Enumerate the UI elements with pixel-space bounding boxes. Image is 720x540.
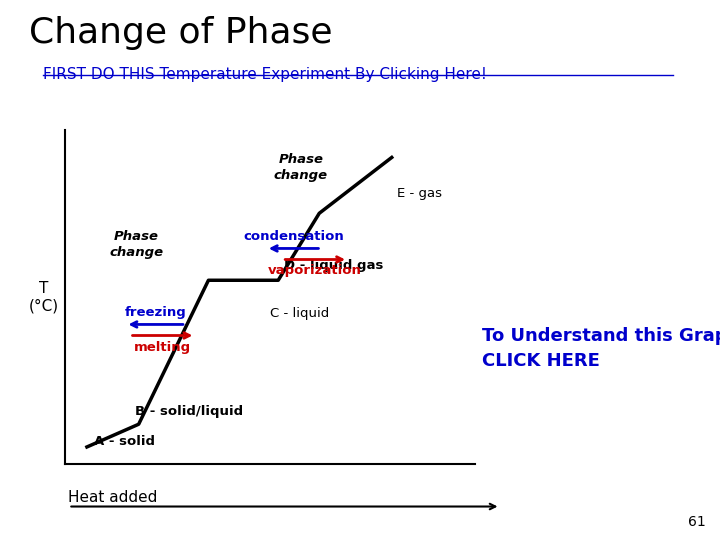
Y-axis label: T
(°C): T (°C) <box>29 281 59 313</box>
Text: E - gas: E - gas <box>397 187 442 200</box>
Text: Phase
change: Phase change <box>109 230 163 259</box>
Text: vaporization: vaporization <box>269 264 362 277</box>
Text: melting: melting <box>134 341 191 354</box>
Text: C - liquid: C - liquid <box>270 307 329 320</box>
Text: D - liquid gas: D - liquid gas <box>284 259 384 272</box>
Text: 61: 61 <box>688 515 706 529</box>
Text: Heat added: Heat added <box>68 490 158 505</box>
Text: B - solid/liquid: B - solid/liquid <box>135 404 243 417</box>
Text: freezing: freezing <box>125 306 186 320</box>
Text: A - solid: A - solid <box>94 435 155 448</box>
Text: Change of Phase: Change of Phase <box>29 16 333 50</box>
Text: Phase
change: Phase change <box>274 153 328 182</box>
Text: FIRST DO THIS Temperature Experiment By Clicking Here!: FIRST DO THIS Temperature Experiment By … <box>43 68 487 83</box>
Text: condensation: condensation <box>243 231 344 244</box>
Text: To Understand this Graph
CLICK HERE: To Understand this Graph CLICK HERE <box>482 327 720 370</box>
